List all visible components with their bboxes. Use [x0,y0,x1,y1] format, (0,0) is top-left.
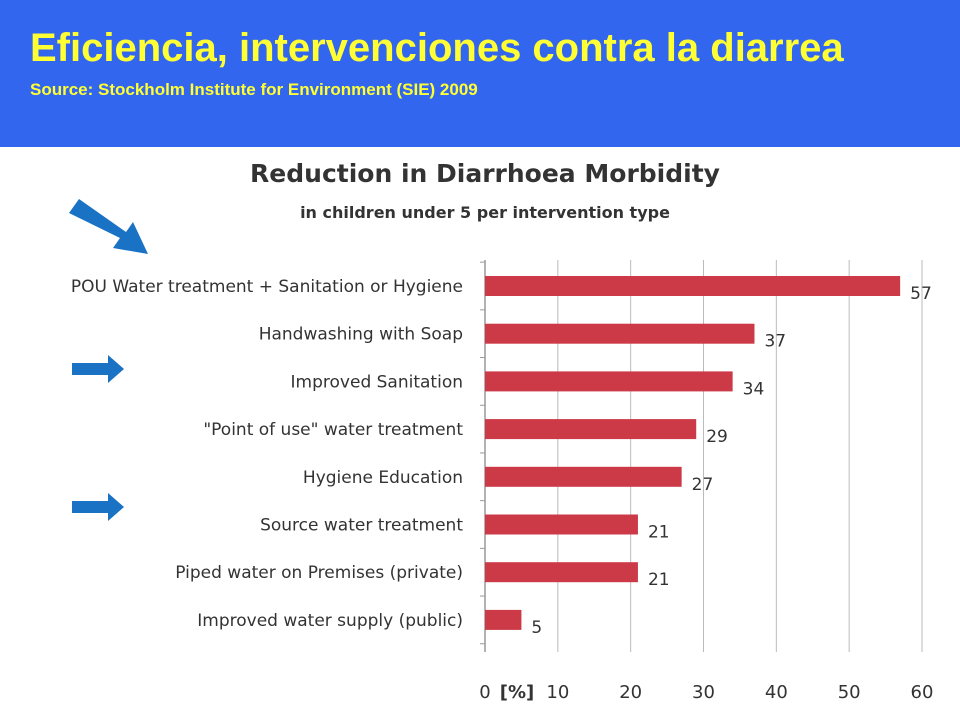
x-tick-label: 10 [546,682,569,703]
arrow-diagonal-down-right-icon [69,199,148,254]
category-label: Improved water supply (public) [197,611,463,631]
category-label: POU Water treatment + Sanitation or Hygi… [71,277,463,297]
bar [485,609,522,630]
value-label: 29 [706,427,728,447]
slide-header: Eficiencia, intervenciones contra la dia… [0,0,960,147]
value-label: 5 [531,618,542,638]
bar [485,419,697,440]
bar [485,514,638,535]
value-label: 21 [648,570,670,590]
x-tick-label: 40 [765,682,788,703]
category-label: Hygiene Education [303,468,463,488]
x-tick-label: 0 [479,682,490,703]
arrow-right-icon [72,355,124,383]
bar [485,562,638,583]
category-label: Handwashing with Soap [259,325,463,345]
category-label: Source water treatment [260,516,463,536]
slide-title: Eficiencia, intervenciones contra la dia… [30,26,844,70]
chart-title: Reduction in Diarrhoea Morbidity [250,159,720,188]
x-unit-label: [%] [500,682,535,703]
value-label: 37 [764,332,786,352]
chart-subtitle: in children under 5 per intervention typ… [300,203,670,222]
x-tick-label: 30 [692,682,715,703]
x-tick-label: 50 [838,682,861,703]
bar [485,276,901,296]
category-label: Piped water on Premises (private) [175,563,463,583]
slide-source: Source: Stockholm Institute for Environm… [30,80,478,99]
x-tick-label: 60 [911,682,934,703]
value-label: 27 [692,475,714,495]
arrow-right-icon [72,493,124,521]
bar [485,323,755,344]
bar [485,371,733,392]
x-tick-label: 20 [619,682,642,703]
value-label: 57 [910,284,932,304]
category-label: Improved Sanitation [291,372,463,392]
bar-chart: Reduction in Diarrhoea Morbidity in chil… [69,159,934,703]
category-label: "Point of use" water treatment [203,420,463,440]
value-label: 21 [648,523,670,543]
bar [485,466,682,487]
value-label: 34 [743,379,765,399]
